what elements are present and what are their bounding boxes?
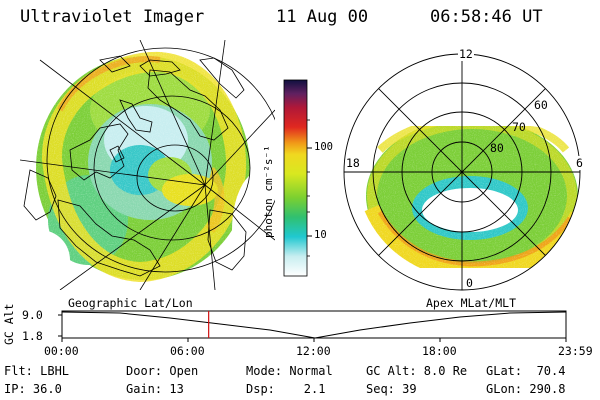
mlt-label-right: 6: [576, 156, 583, 170]
mlt-label-bottom: 0: [466, 276, 473, 290]
date-label: 11 Aug 00: [276, 7, 369, 27]
colorbar-tick-100: 100: [314, 141, 333, 153]
mlt-label-top: 12: [458, 47, 474, 61]
status-glat: GLat: 70.4: [486, 364, 566, 378]
timeline-ytick-high: 9.0: [22, 308, 43, 322]
timeline-axis-label: GC Alt: [2, 303, 16, 345]
mlt-caption: Apex MLat/MLT: [426, 296, 517, 310]
instrument-title: Ultraviolet Imager: [20, 7, 205, 27]
timeline-xtick-0: 00:00: [44, 344, 79, 358]
status-ip: IP: 36.0: [4, 382, 62, 396]
status-dsp: Dsp: 2.1: [246, 382, 326, 396]
time-label: 06:58:46 UT: [430, 7, 543, 27]
status-door: Door: Open: [126, 364, 199, 378]
timeline-xtick-3: 18:00: [422, 344, 457, 358]
timeline-xtick-1: 06:00: [170, 344, 205, 358]
colorbar-tick-10: 10: [314, 229, 327, 241]
timeline-ytick-low: 1.8: [22, 329, 43, 343]
status-gain: Gain: 13: [126, 382, 184, 396]
status-filter: Flt: LBHL: [4, 364, 70, 378]
mlt-lat-70: 70: [512, 120, 526, 134]
timeline-xtick-4: 23:59: [558, 344, 593, 358]
colorbar: [283, 79, 308, 277]
status-seq: Seq: 39: [366, 382, 417, 396]
timeline-xtick-2: 12:00: [296, 344, 331, 358]
mlt-lat-60: 60: [534, 98, 548, 112]
geo-graticule: [20, 40, 275, 290]
status-mode: Mode: Normal: [246, 364, 333, 378]
geographic-image: [20, 40, 275, 290]
status-glon: GLon: 290.8: [486, 382, 566, 396]
altitude-timeline: [58, 310, 567, 342]
mlt-grid: [343, 53, 581, 291]
mlt-lat-80: 80: [490, 141, 504, 155]
geo-caption: Geographic Lat/Lon: [68, 296, 193, 310]
colorbar-unit-label: photon cm⁻²s⁻¹: [262, 145, 275, 238]
status-gc-alt: GC Alt: 8.0 Re: [366, 364, 468, 378]
mlt-label-left: 18: [346, 156, 360, 170]
